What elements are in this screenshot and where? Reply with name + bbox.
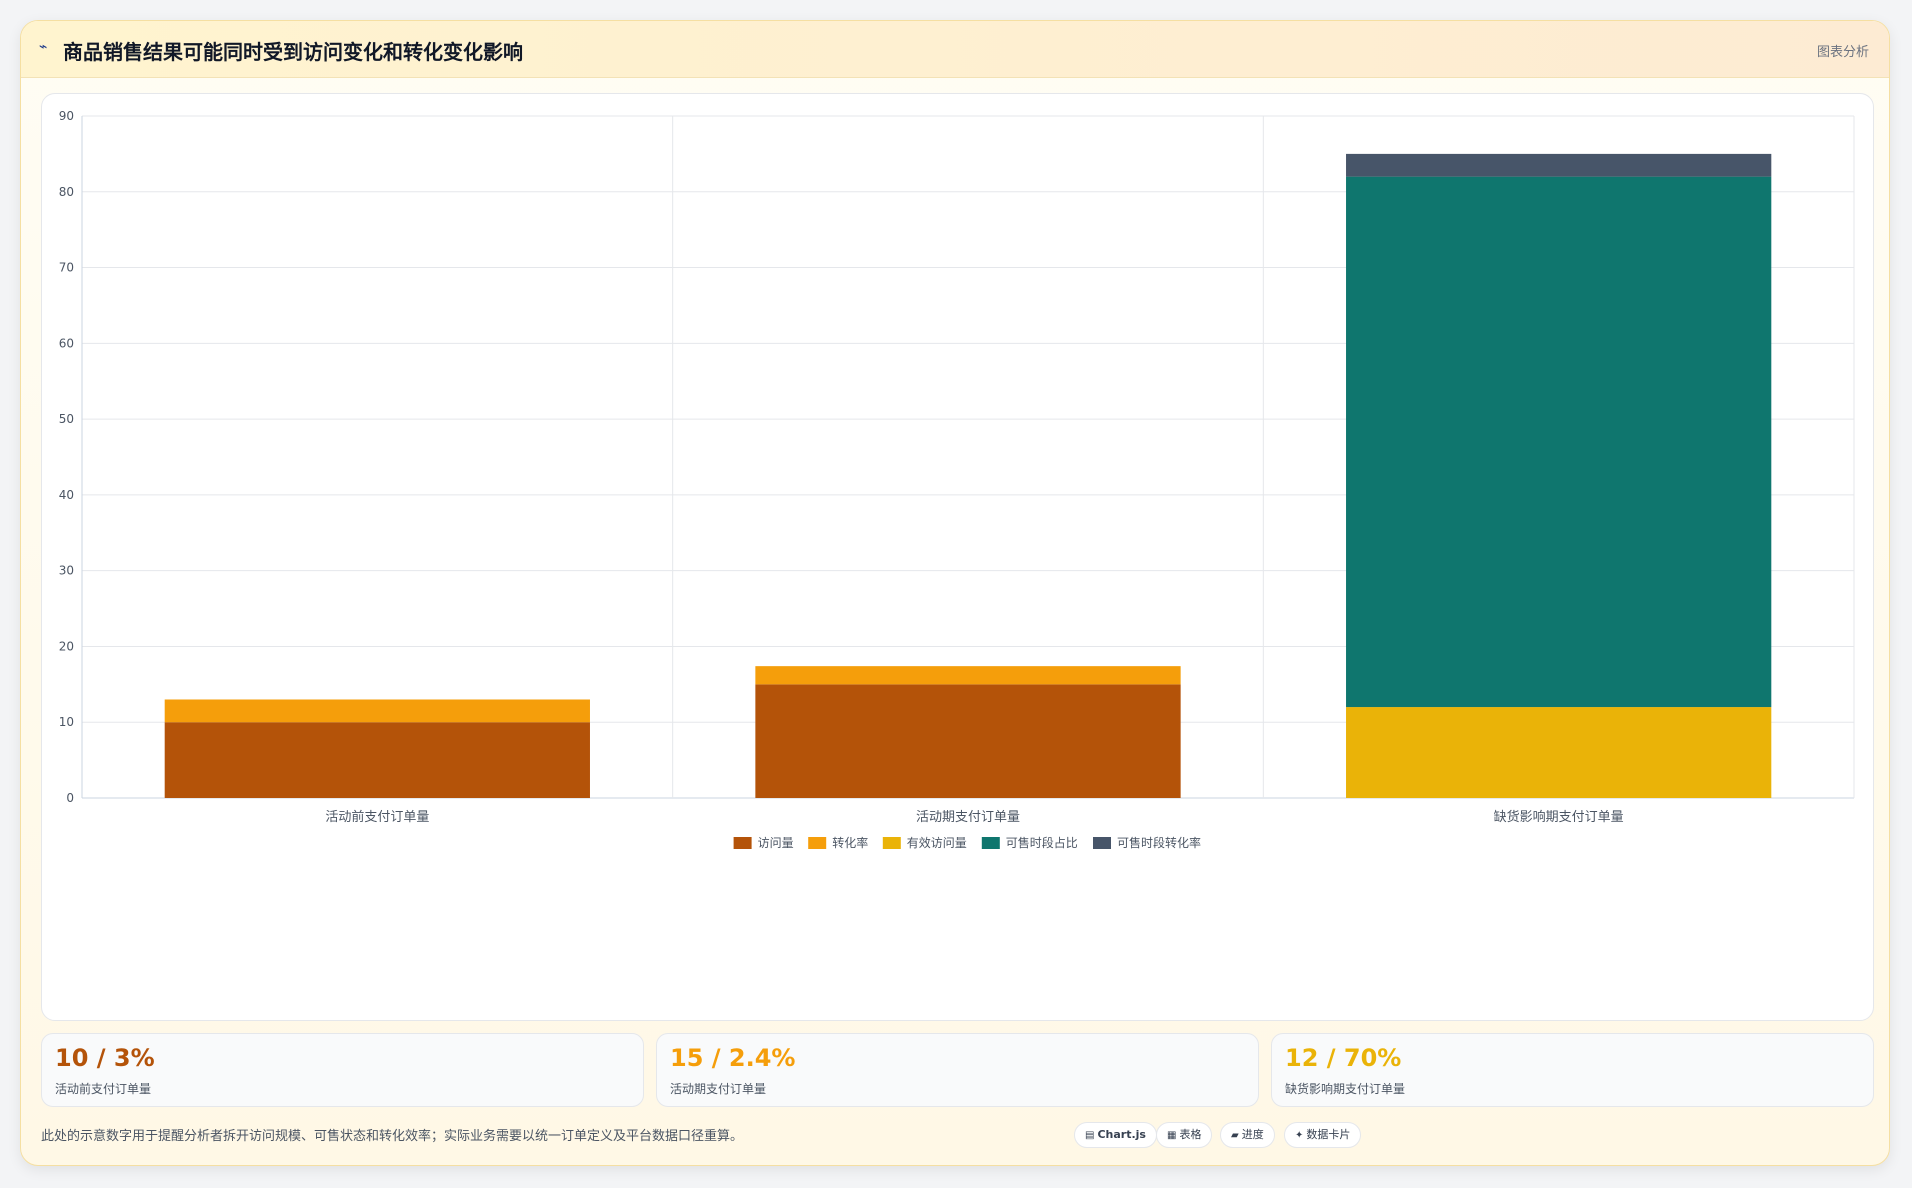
stat-label: 活动前支付订单量	[55, 1082, 152, 1096]
chip-label: 进度	[1241, 1128, 1264, 1141]
legend-label: 转化率	[832, 835, 868, 850]
stat-card: 15 / 2.4% 活动期支付订单量	[656, 1033, 1259, 1107]
legend-label: 可售时段转化率	[1117, 835, 1201, 850]
bar-segment	[164, 699, 590, 723]
footer-note: 此处的示意数字用于提醒分析者拆开访问规模、可售状态和转化效率；实际业务需要以统一…	[41, 1129, 744, 1144]
x-tick-label: 活动前支付订单量	[325, 809, 429, 825]
stat-value: 15 / 2.4%	[670, 1044, 796, 1072]
bar-segment	[1346, 707, 1772, 798]
progress-icon: ▰	[1231, 1130, 1239, 1141]
legend-label: 可售时段占比	[1006, 835, 1078, 850]
y-tick-label: 80	[59, 185, 74, 199]
chip-chartjs[interactable]: ▤ Chart.js	[1074, 1122, 1157, 1148]
y-tick-label: 60	[59, 336, 74, 350]
stat-card: 12 / 70% 缺货影响期支付订单量	[1271, 1033, 1874, 1107]
header-tag[interactable]: 图表分析	[1816, 45, 1869, 60]
bar-segment	[1346, 153, 1772, 177]
chip-table[interactable]: ▦ 表格	[1156, 1122, 1213, 1148]
legend-swatch	[733, 837, 752, 849]
y-tick-label: 40	[59, 488, 74, 502]
y-tick-label: 10	[59, 715, 74, 729]
y-tick-label: 20	[59, 639, 74, 653]
stat-cards: 10 / 3% 活动前支付订单量 15 / 2.4% 活动期支付订单量 12 /…	[41, 1033, 1874, 1107]
bar-chart-icon: ▤	[1085, 1130, 1095, 1141]
y-tick-label: 30	[59, 564, 74, 578]
page-title: 商品销售结果可能同时受到访问变化和转化变化影响	[63, 40, 523, 64]
chip-progress[interactable]: ▰ 进度	[1220, 1122, 1275, 1148]
sparkle-icon: ✦	[1295, 1130, 1304, 1141]
chip-data-card[interactable]: ✦ 数据卡片	[1284, 1122, 1362, 1148]
stat-value: 12 / 70%	[1285, 1044, 1402, 1072]
y-tick-label: 50	[59, 412, 74, 426]
legend-label: 访问量	[758, 836, 794, 850]
y-tick-label: 90	[59, 109, 74, 123]
card-header: ⌁ 商品销售结果可能同时受到访问变化和转化变化影响 图表分析	[21, 21, 1889, 78]
chip-label: 数据卡片	[1306, 1128, 1351, 1141]
y-tick-label: 70	[59, 261, 74, 275]
stacked-bar-chart: 0 10 20 30 40 50 60 70 80 90 活动前支付订单量 活动期支付订单量 缺货影响期…	[59, 109, 1855, 850]
stat-label: 缺货影响期支付订单量	[1285, 1082, 1406, 1096]
bar-segment	[755, 684, 1181, 798]
chip-label: 表格	[1179, 1128, 1202, 1141]
stat-value: 10 / 3%	[55, 1044, 155, 1072]
stat-label: 活动期支付订单量	[670, 1082, 767, 1096]
chart-panel: 0 10 20 30 40 50 60 70 80 90 活动前支付订单量 活动期支付订单量 缺货影响期…	[41, 93, 1874, 1021]
table-icon: ▦	[1167, 1130, 1177, 1141]
legend-swatch	[981, 837, 1000, 849]
bar-segment	[164, 722, 590, 798]
legend-swatch	[882, 837, 901, 849]
legend-swatch	[808, 837, 827, 849]
legend-swatch	[1093, 837, 1111, 849]
chart-card: ⌁ 商品销售结果可能同时受到访问变化和转化变化影响 图表分析 0 10 20 30 40…	[20, 20, 1890, 1166]
x-tick-label: 缺货影响期支付订单量	[1494, 809, 1624, 825]
bar-segment	[1346, 176, 1772, 708]
bar-segment	[755, 666, 1181, 685]
stat-card: 10 / 3% 活动前支付订单量	[41, 1033, 644, 1107]
chip-label: Chart.js	[1097, 1128, 1146, 1141]
legend-label: 有效访问量	[907, 835, 967, 850]
chart-line-icon: ⌁	[39, 39, 48, 55]
y-tick-label: 0	[66, 791, 74, 805]
x-tick-label: 活动期支付订单量	[916, 810, 1020, 825]
